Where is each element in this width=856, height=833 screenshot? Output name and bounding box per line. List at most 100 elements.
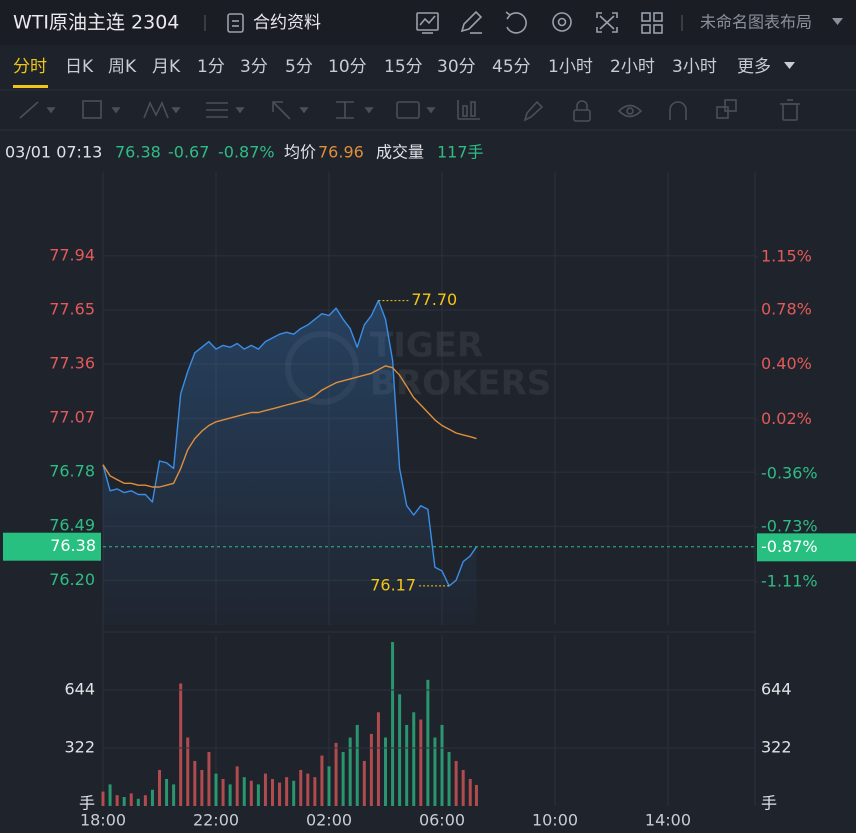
volume-tick-label: 手 [79, 794, 95, 813]
volume-bar [398, 694, 402, 806]
period-tab[interactable]: 1小时 [548, 57, 593, 77]
fib-tool[interactable] [206, 102, 245, 118]
volume-bar [433, 737, 437, 806]
volume-bar [186, 737, 190, 806]
period-tab[interactable]: 3分 [240, 57, 268, 77]
period-tab[interactable]: 2小时 [610, 57, 655, 77]
line-tool[interactable] [19, 101, 56, 119]
text-tool[interactable] [396, 101, 436, 119]
pen-tool[interactable] [523, 100, 544, 122]
volume-bar [447, 751, 451, 806]
volume-tick-label: 322 [761, 737, 792, 756]
measure-tool[interactable] [336, 101, 374, 119]
period-tab[interactable]: 1分 [197, 57, 225, 77]
chart: 77.94 77.65 77.36 77.07 76.78 76.49 76.20 1.15%… [3, 172, 856, 830]
fullscreen-icon[interactable] [596, 12, 618, 33]
x-tick-label: 02:00 [306, 811, 352, 830]
volume-bar [200, 769, 204, 806]
volume-bar [157, 769, 161, 806]
period-tab[interactable]: 5分 [285, 57, 313, 77]
volume-bar [165, 778, 169, 806]
x-tick-label: 10:00 [532, 811, 578, 830]
period-tab[interactable]: 15分 [384, 57, 423, 77]
y2-tick-label: 1.15% [761, 246, 812, 265]
period-tab[interactable]: 10分 [328, 57, 367, 77]
volume-bar [108, 784, 112, 806]
volume-bar [115, 795, 119, 806]
period-tab[interactable]: 月K [152, 57, 181, 77]
chart-tool[interactable] [457, 100, 480, 120]
rect-tool[interactable] [82, 100, 121, 119]
x-tick-label: 14:00 [645, 811, 691, 830]
magnet-tool[interactable] [669, 101, 687, 120]
y-tick-label: 77.94 [49, 245, 95, 264]
info-avg-label: 均价 [284, 143, 316, 162]
info-line: 03/01 07:13 76.38 -0.67 -0.87% 均价 76.96 … [5, 143, 484, 162]
header-icons [416, 10, 663, 34]
contract-info-button[interactable]: 合约资料 [227, 13, 321, 33]
volume-bar [150, 789, 154, 806]
settings-icon[interactable] [552, 12, 572, 32]
period-tab[interactable]: 周K [108, 57, 137, 77]
period-tab[interactable]: 3小时 [672, 57, 717, 77]
volume-bar [256, 784, 260, 806]
volume-tick-label: 322 [64, 737, 95, 756]
arrow-tool[interactable] [272, 101, 309, 120]
volume-bar [369, 733, 373, 806]
y2-tick-label: 0.02% [761, 409, 812, 428]
period-tabs: 分时 日K 周K 月K 1分 3分 5分 10分 15分 30分 45分 1小时 2小时 3小时 更多 [13, 57, 795, 88]
info-volume-label: 成交量 [376, 143, 424, 162]
period-tab[interactable]: 45分 [492, 57, 531, 77]
volume-bar [313, 777, 317, 806]
volume-bar [327, 766, 331, 806]
layout-selector[interactable]: 未命名图表布局 [700, 13, 843, 32]
instrument-title: WTI原油主连 2304 [13, 12, 179, 34]
period-tab[interactable]: 30分 [437, 57, 476, 77]
indicator-icon[interactable] [416, 12, 439, 34]
volume-bar [249, 780, 253, 806]
doc-icon [227, 13, 244, 33]
draw-icon[interactable] [460, 10, 483, 34]
volume-bar [348, 737, 352, 806]
volume-bar [172, 784, 176, 806]
current-pct-label: -0.87% [761, 537, 818, 556]
dropdown-caret [784, 62, 795, 69]
price-area [103, 300, 477, 625]
volume-bar [143, 795, 147, 806]
period-tab[interactable]: 更多 [737, 57, 771, 77]
y-tick-label: 76.78 [49, 462, 95, 481]
period-bar [0, 45, 856, 90]
volume-bar [341, 751, 345, 806]
layer-tool[interactable] [716, 99, 737, 119]
pattern-tool[interactable] [143, 101, 181, 119]
period-tab[interactable]: 分时 [13, 57, 47, 77]
price-line [102, 299, 478, 587]
volume-bar [391, 642, 395, 806]
period-tab[interactable]: 日K [65, 57, 94, 77]
reset-icon[interactable] [505, 11, 527, 34]
y-tick-label: 76.49 [49, 516, 95, 535]
info-avg: 76.96 [318, 143, 364, 162]
info-price: 76.38 [115, 143, 161, 162]
volume-bar [228, 784, 232, 806]
volume-bar [235, 766, 239, 806]
layout-name: 未命名图表布局 [700, 13, 812, 32]
info-time: 03/01 07:13 [5, 143, 102, 162]
average-line [102, 365, 477, 488]
volume-bar [320, 755, 324, 806]
volume-bar [306, 773, 310, 806]
y2-tick-label: -0.36% [761, 464, 818, 483]
eye-tool[interactable] [617, 104, 643, 118]
y-tick-label: 77.36 [49, 354, 95, 373]
lock-tool[interactable] [573, 100, 591, 122]
y-tick-label: 77.07 [49, 408, 95, 427]
volume-bar [383, 737, 387, 806]
y-tick-label: 76.20 [49, 570, 95, 589]
volume-bar [221, 778, 225, 806]
volume-bar [207, 751, 211, 806]
volume-bar [179, 683, 183, 806]
volume-bar [299, 769, 303, 806]
delete-tool[interactable] [780, 99, 800, 121]
layout-icon[interactable] [641, 12, 663, 34]
